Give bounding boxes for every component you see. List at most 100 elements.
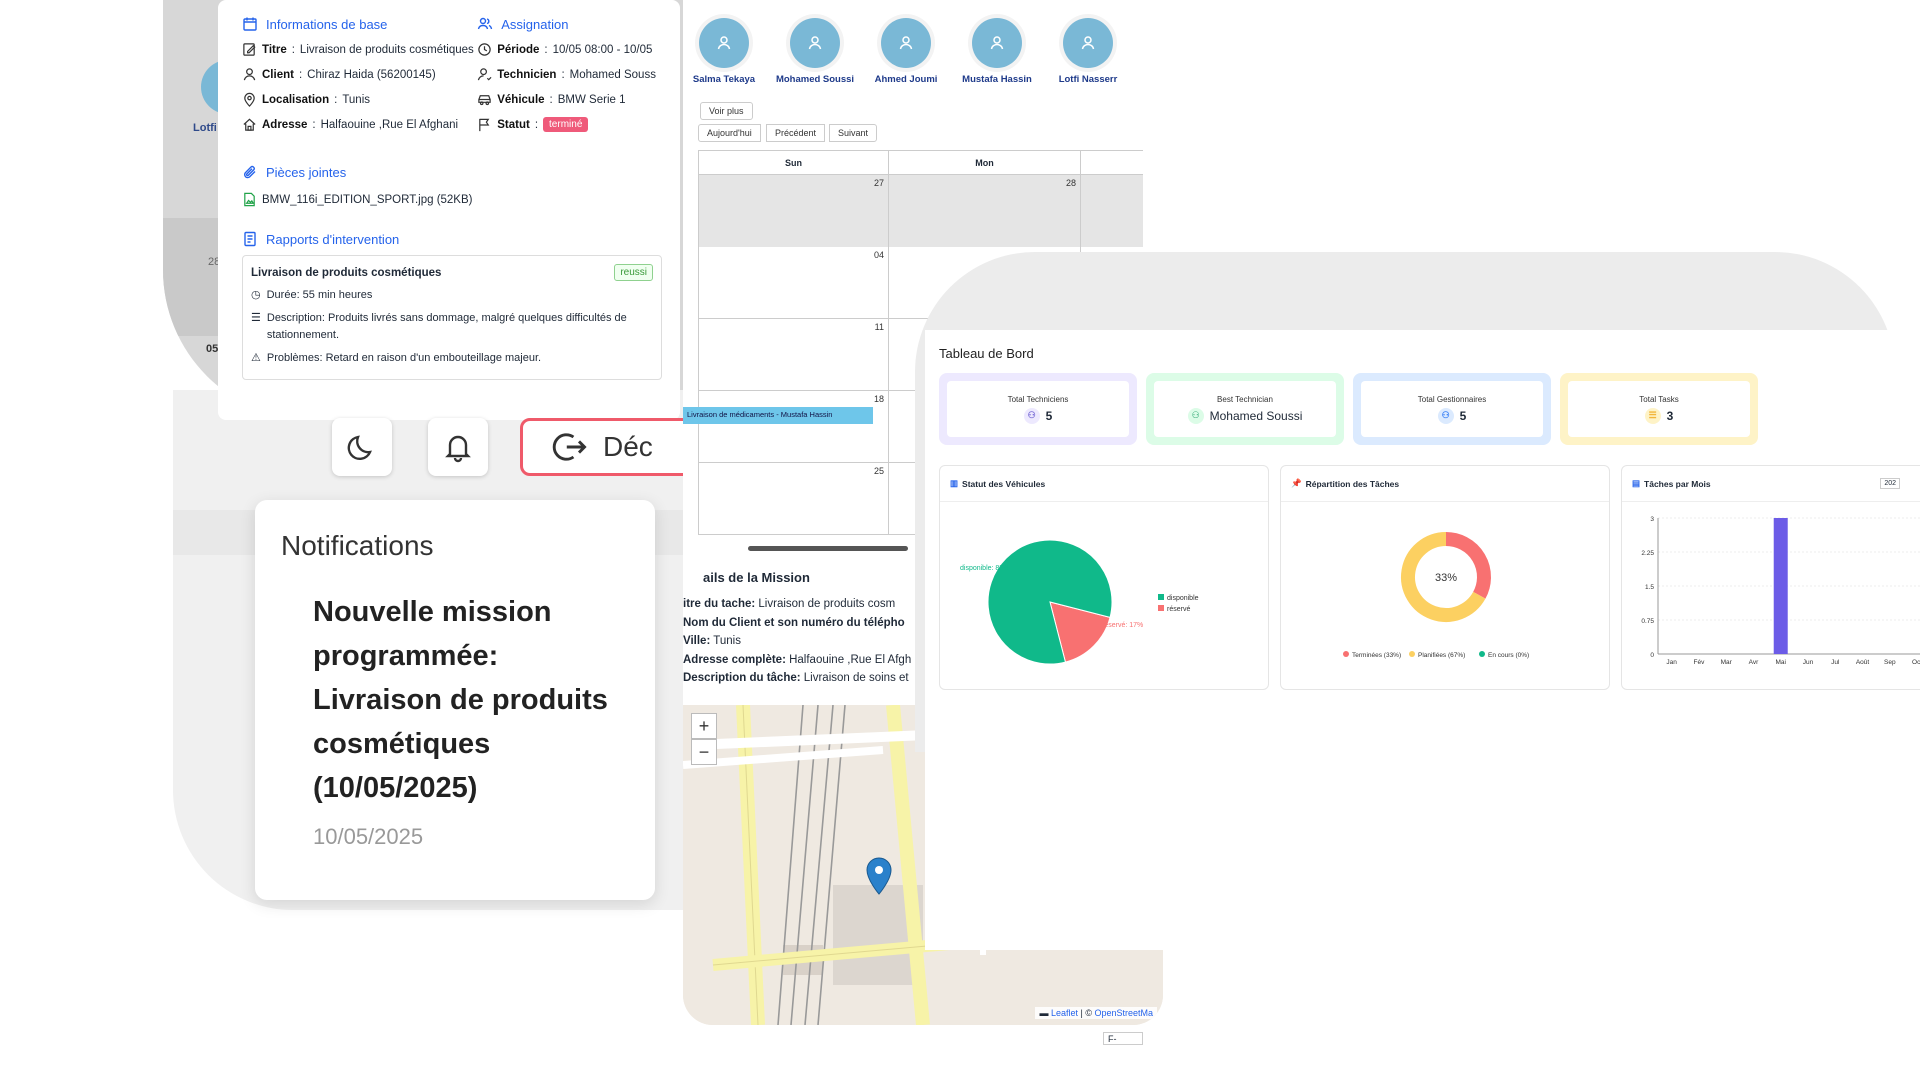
leaflet-link[interactable]: Leaflet xyxy=(1050,1008,1078,1018)
calendar-day-cell[interactable]: 25 xyxy=(698,463,888,535)
day-number: 05 xyxy=(206,343,219,355)
x-tick-label: Août xyxy=(1856,659,1870,666)
warning-icon: ⚠ xyxy=(251,352,261,365)
file-image-icon xyxy=(244,192,255,207)
stat-icon: ⚇ xyxy=(1437,407,1454,424)
legend-label: En cours (0%) xyxy=(1488,652,1529,659)
section-title-info: Informations de base xyxy=(242,16,477,32)
edit-icon xyxy=(243,43,256,56)
calendar-day-cell[interactable] xyxy=(888,391,1080,463)
technician-name: Mohamed Soussi xyxy=(775,74,855,85)
logout-button[interactable]: Déc xyxy=(520,418,700,476)
field-adresse: Adresse: Halfaouine ,Rue El Afghani xyxy=(242,117,477,132)
notifications-panel: Notifications Nouvelle mission programmé… xyxy=(255,500,655,900)
technician-card[interactable]: Salma Tekaya xyxy=(683,12,765,85)
report-duration: ◷ Durée: 55 min heures xyxy=(251,287,653,304)
day-number: 11 xyxy=(874,322,884,332)
calendar-day-cell[interactable]: 27 xyxy=(698,175,888,247)
stat-card: Total Gestionnaires ⚇ 5 xyxy=(1353,373,1551,445)
attachment-file-link[interactable]: BMW_116i_EDITION_SPORT.jpg (52KB) xyxy=(242,192,656,207)
pie-slice-disponible xyxy=(987,539,1113,665)
x-tick-label: Mar xyxy=(1721,659,1733,666)
zoom-in-button[interactable]: + xyxy=(691,713,717,739)
header-toolbar: Déc xyxy=(330,418,700,480)
status-badge: terminé xyxy=(543,117,589,132)
stat-label: Best Technician xyxy=(1217,394,1273,404)
chart-title: Répartition des Tâches xyxy=(1305,478,1400,489)
user-icon xyxy=(1081,36,1095,50)
text-lines-icon: ☰ xyxy=(251,312,261,325)
next-button[interactable]: Suivant xyxy=(829,124,878,142)
home-icon xyxy=(243,118,256,131)
calendar-day-cell[interactable] xyxy=(888,463,1080,535)
donut-segment xyxy=(1401,532,1486,622)
zoom-out-button[interactable]: − xyxy=(691,739,717,765)
car-icon xyxy=(478,95,491,106)
previous-button[interactable]: Précédent xyxy=(766,124,826,142)
dashboard-title: Tableau de Bord xyxy=(939,346,1034,361)
calendar-day-cell[interactable]: 28 xyxy=(888,175,1080,247)
day-number: 18 xyxy=(873,394,884,404)
stat-label: Total Tasks xyxy=(1639,394,1679,404)
user-icon xyxy=(899,36,913,50)
paperclip-icon xyxy=(244,165,256,179)
report-card: Livraison de produits cosmétiques reussi… xyxy=(242,255,662,380)
mission-fields: itre du tache: Livraison de produits cos… xyxy=(683,595,911,688)
day-header-sun: Sun xyxy=(698,151,888,175)
voir-plus-button[interactable]: Voir plus xyxy=(700,102,753,120)
notifications-button[interactable] xyxy=(428,418,488,476)
day-number: 25 xyxy=(873,466,884,476)
field-technicien: Technicien: Mohamed Soussi xyxy=(477,67,656,82)
calendar-day-cell[interactable] xyxy=(1080,175,1143,247)
dark-mode-toggle-button[interactable] xyxy=(332,418,392,476)
section-title-assignation: Assignation xyxy=(477,16,656,32)
field-statut: Statut: terminé xyxy=(477,117,656,132)
today-button[interactable]: Aujourd'hui xyxy=(698,124,761,142)
field-titre: Titre: Livraison de produits cosmétiques xyxy=(242,42,477,57)
calendar-day-cell[interactable]: 11 xyxy=(698,319,888,391)
x-tick-label: Jul xyxy=(1831,659,1840,666)
day-number: 28 xyxy=(208,256,221,268)
chart-icon: ▥ xyxy=(950,478,959,488)
notifications-title: Notifications xyxy=(281,530,434,561)
technician-card[interactable]: Ahmed Joumi xyxy=(865,12,947,85)
mission-field: Nom du Client et son numéro du télépho xyxy=(683,616,905,629)
y-tick-label: 0.75 xyxy=(1641,618,1654,625)
technician-card[interactable]: Mohamed Soussi xyxy=(774,12,856,85)
mission-title: ails de la Mission xyxy=(703,570,810,585)
calendar-day-cell[interactable]: 18 xyxy=(698,391,888,463)
day-header-mon: Mon xyxy=(888,151,1080,175)
report-problems: ⚠ Problèmes: Retard en raison d'un embout… xyxy=(251,350,653,367)
calendar-day-cell[interactable] xyxy=(888,319,1080,391)
technician-card[interactable]: Mustafa Hassin xyxy=(956,12,1038,85)
donut-segment xyxy=(1445,532,1491,599)
tasks-distribution-card: 📌 Répartition des Tâches 33% Terminées (33… xyxy=(1280,465,1610,690)
calendar-day-cell[interactable]: 04 xyxy=(698,247,888,319)
year-select[interactable]: 202 xyxy=(1880,478,1900,489)
report-title: Livraison de produits cosmétiques xyxy=(251,266,442,279)
legend-dot xyxy=(1479,651,1485,657)
x-tick-label: Mai xyxy=(1775,659,1785,666)
technician-card[interactable]: Lotfi Nasserr xyxy=(1047,12,1129,85)
data-label: disponible: 83% xyxy=(960,565,1009,572)
calendar-event[interactable]: Livraison de médicaments - Mustafa Hassi… xyxy=(683,407,873,424)
calendar-day-cell[interactable] xyxy=(888,247,1080,319)
report-description: ☰ Description: Produits livrés sans domma… xyxy=(251,310,653,344)
technician-name-fragment: Lotfi xyxy=(193,122,217,134)
y-tick-label: 1.5 xyxy=(1645,584,1654,591)
notification-item-message[interactable]: Nouvelle mission programmée: Livraison d… xyxy=(313,596,608,804)
report-icon xyxy=(244,231,256,247)
legend-dot xyxy=(1409,651,1415,657)
day-number: 04 xyxy=(873,250,884,260)
stat-icon: ⚇ xyxy=(1187,407,1204,424)
mission-field: Ville: Tunis xyxy=(683,635,741,647)
legend-dot xyxy=(1343,651,1349,657)
footer-input[interactable]: F- xyxy=(1103,1032,1143,1045)
user-icon xyxy=(808,36,822,50)
logout-icon xyxy=(552,433,587,461)
osm-link[interactable]: OpenStreetMa xyxy=(1094,1008,1153,1018)
x-tick-label: Sep xyxy=(1884,659,1896,666)
stat-value: 3 xyxy=(1666,408,1674,423)
pin-icon: 📌 xyxy=(1291,478,1302,488)
y-tick-label: 3 xyxy=(1650,516,1654,523)
